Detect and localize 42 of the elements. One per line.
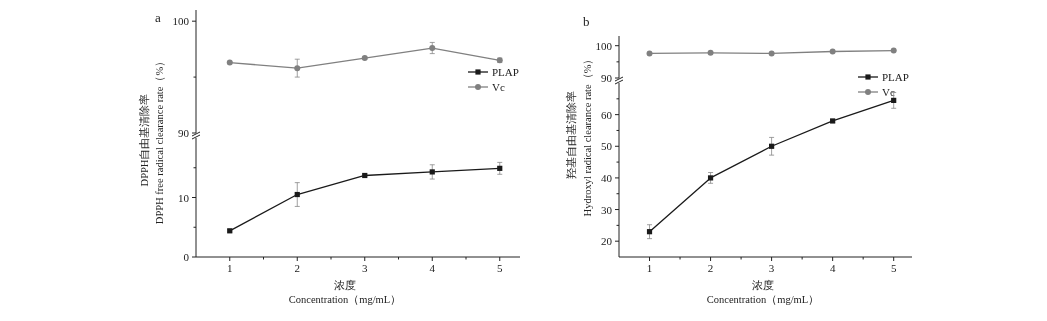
y-tick-label: 0	[183, 251, 190, 263]
point	[646, 229, 653, 235]
legend-label: Vc	[882, 86, 895, 98]
x-tick-label: 1	[646, 262, 653, 274]
point	[294, 191, 300, 198]
y-tick-label: 90	[601, 72, 613, 84]
x-tick-label: 5	[497, 262, 503, 274]
point	[769, 143, 775, 149]
x-tick-label: 3	[362, 262, 368, 274]
y-tick-label: 40	[601, 171, 613, 184]
y-tick-label: 90	[178, 127, 190, 139]
point	[891, 97, 897, 103]
legend: Vc	[857, 86, 895, 98]
x-axis-title: 浓度 Concentration（mg/mL）	[288, 279, 402, 305]
y-tick-label: 100	[172, 15, 190, 28]
y-tick-label: 10	[178, 191, 190, 204]
y-tick-label: 20	[601, 235, 613, 248]
x-tick-label: 5	[890, 262, 897, 274]
x-tick-label: 1	[227, 262, 233, 274]
legend: PLAP	[857, 71, 909, 83]
x-tick-label: 2	[294, 262, 300, 274]
legend-label: Vc	[492, 81, 505, 93]
x-axis-title: 浓度 Concentration（mg/mL）	[706, 279, 820, 305]
x-tick-label: 3	[768, 262, 775, 274]
point	[294, 65, 301, 72]
legend-label: PLAP	[882, 71, 909, 83]
legend: PLAP	[467, 66, 519, 78]
y-tick-label: 50	[601, 140, 613, 153]
point	[497, 165, 503, 171]
x-tick-label: 4	[829, 262, 836, 274]
y-axis-title: DPPH自由基清除率 DPPH free radical clearance rate（%）	[138, 55, 165, 225]
legend: Vc	[467, 81, 505, 93]
chart-title: a	[155, 10, 161, 25]
x-tick-label: 2	[707, 262, 714, 274]
y-axis-title: 羟基自由基清除率 Hydroxyl radical clearance rate（%）	[565, 53, 593, 217]
x-tick-label: 4	[429, 262, 436, 274]
chart-title: b	[583, 14, 590, 29]
point	[429, 169, 435, 175]
y-tick-label: 60	[601, 108, 613, 121]
legend-label: PLAP	[492, 66, 519, 78]
y-tick-label: 100	[595, 39, 613, 52]
y-tick-label: 30	[601, 203, 613, 216]
